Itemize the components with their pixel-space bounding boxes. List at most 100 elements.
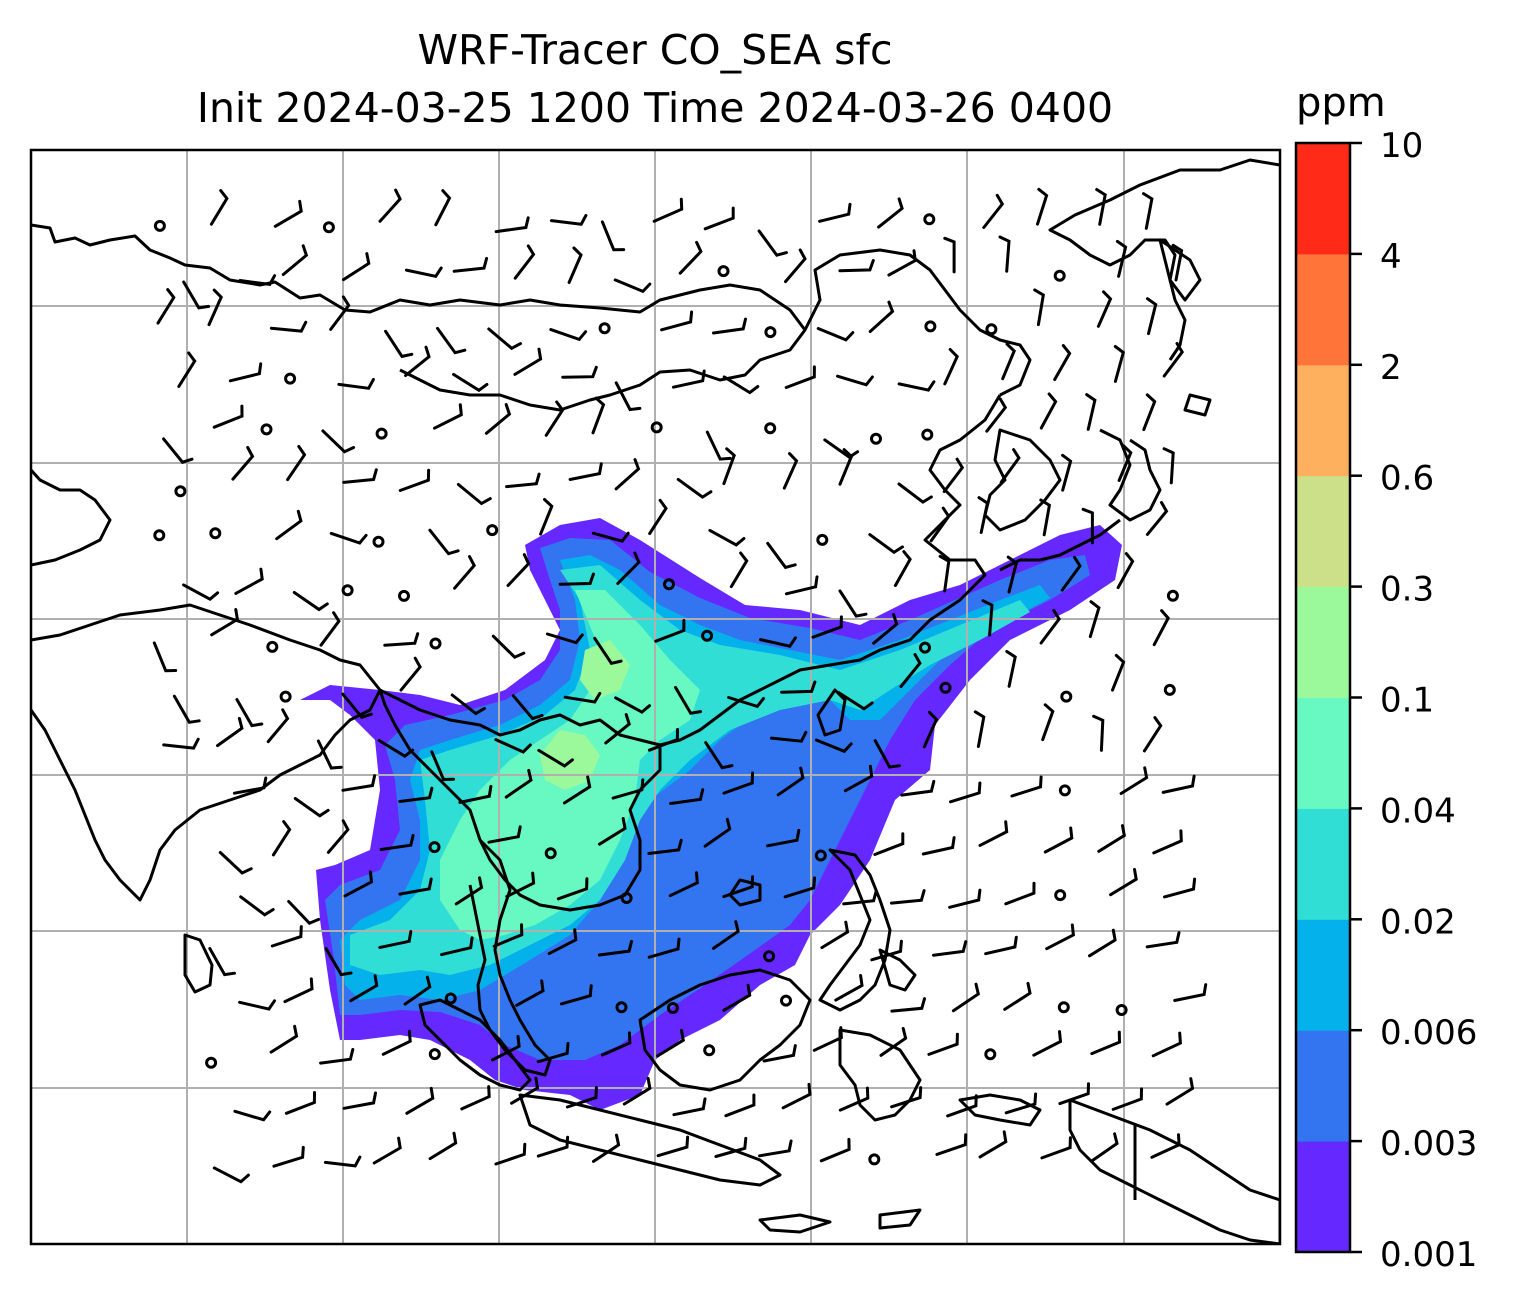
wind-barb <box>758 1139 793 1158</box>
wind-barb <box>1092 714 1105 752</box>
wind-barb <box>782 452 799 490</box>
wind-barb <box>319 611 341 647</box>
wind-barb <box>156 288 176 325</box>
wind-barb <box>593 636 623 665</box>
wind-barb <box>929 506 951 543</box>
colorbar-tick-label: 0.04 <box>1380 791 1456 831</box>
wind-barb <box>549 214 588 226</box>
wind-barb <box>269 1024 299 1054</box>
wind-barb <box>704 741 734 770</box>
wind-barb <box>890 889 926 905</box>
calm-wind-marker <box>1054 889 1067 902</box>
wind-barb <box>1088 928 1117 958</box>
wind-barb <box>784 248 807 284</box>
calm-wind-marker <box>1057 1001 1070 1014</box>
colorbar: 0.001 0.003 0.006 0.02 0.04 0.1 0.3 0.6 2 4 10 <box>1294 126 1477 1275</box>
wind-barb <box>1004 881 1036 906</box>
colorbar-tick-label: 0.003 <box>1380 1124 1477 1164</box>
coastline <box>31 223 807 412</box>
wind-barb <box>515 979 545 1007</box>
calm-wind-marker <box>870 432 882 445</box>
wind-barb <box>592 1133 621 1163</box>
colorbar-segment <box>1296 808 1350 920</box>
wind-barb <box>505 871 536 898</box>
colorbar-segment <box>1296 586 1350 698</box>
calm-wind-marker <box>153 219 166 232</box>
wind-barb <box>872 613 899 645</box>
wind-barb <box>234 567 264 595</box>
calm-wind-marker <box>1115 1004 1128 1016</box>
wind-barb <box>783 876 816 899</box>
wind-barb <box>647 838 683 855</box>
colorbar-tick-label: 0.006 <box>1380 1013 1477 1053</box>
wind-barb <box>1152 609 1171 647</box>
colorbar-tick-label: 2 <box>1380 348 1402 388</box>
wind-barb <box>678 240 703 275</box>
wind-barb <box>1088 600 1101 639</box>
wind-barb <box>484 403 512 435</box>
wind-barb <box>381 1029 412 1056</box>
wind-barb <box>948 888 982 909</box>
wind-barb <box>708 528 746 547</box>
wind-barb <box>927 1032 959 1056</box>
coastline <box>31 603 382 902</box>
wind-barb <box>712 317 747 335</box>
wind-barb <box>563 691 602 704</box>
wind-barb <box>1081 507 1094 545</box>
wind-barb <box>613 278 652 294</box>
calm-wind-marker <box>814 849 827 862</box>
wind-barb <box>511 694 544 721</box>
wind-barb <box>1003 981 1032 1011</box>
coastline <box>518 1093 782 1187</box>
wind-barb <box>1061 453 1073 492</box>
wind-barb <box>460 1085 491 1111</box>
calm-wind-marker <box>375 427 388 440</box>
wind-barb <box>816 327 855 342</box>
calm-wind-marker <box>924 320 937 333</box>
wind-barb <box>836 374 874 387</box>
wind-barb <box>1150 1133 1181 1159</box>
calm-wind-marker <box>717 265 730 278</box>
wind-barb <box>1111 1087 1143 1111</box>
wind-barb <box>998 235 1011 273</box>
wind-barb <box>536 1041 570 1064</box>
wind-barb <box>342 468 378 484</box>
wind-barb <box>513 244 536 280</box>
wind-barb <box>1033 288 1045 327</box>
calm-wind-marker <box>260 423 273 436</box>
wind-barb <box>319 1048 355 1065</box>
wind-barb <box>977 496 990 534</box>
wind-barb <box>985 397 1008 433</box>
wind-barb <box>568 462 603 481</box>
wind-barb <box>614 696 651 714</box>
wind-barb <box>209 189 229 226</box>
calm-wind-marker <box>663 578 675 591</box>
wind-barb <box>1090 1030 1122 1056</box>
wind-barb <box>510 1076 540 1105</box>
wind-barb <box>951 982 980 1013</box>
chart-title: WRF-Tracer CO_SEA sfc <box>417 26 893 74</box>
calm-wind-marker <box>284 372 297 385</box>
wind-barb <box>372 1136 402 1165</box>
wind-barb <box>984 935 1018 956</box>
wind-barb <box>766 541 797 570</box>
wind-barb <box>399 656 422 692</box>
wind-barb <box>1039 498 1052 537</box>
wind-barb <box>943 348 959 386</box>
wind-barb <box>1040 1136 1072 1160</box>
wind-barb <box>1111 653 1126 692</box>
wind-barb <box>1151 1031 1182 1058</box>
wind-barb <box>887 249 917 277</box>
wind-barb <box>228 362 263 383</box>
wind-barb <box>890 1086 923 1109</box>
wind-barb <box>270 925 303 948</box>
wind-barb <box>238 274 277 287</box>
coastline <box>468 838 552 1077</box>
wind-barb <box>890 997 926 1013</box>
wind-barb <box>537 748 574 768</box>
wind-barb <box>559 984 593 1006</box>
wind-barb <box>819 1137 851 1163</box>
colorbar-tick-label: 4 <box>1380 237 1402 277</box>
wind-barb <box>978 820 1009 847</box>
wind-barb <box>539 498 554 536</box>
